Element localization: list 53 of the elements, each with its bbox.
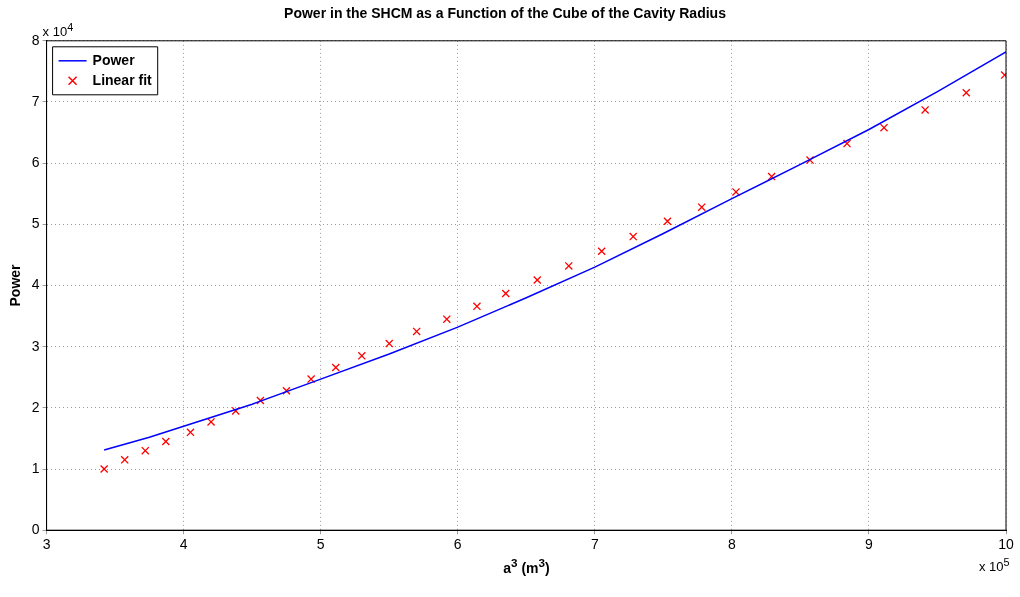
x-tick-label: 4 [179, 536, 188, 553]
point [842, 139, 852, 148]
x-tick-label: 6 [453, 536, 462, 553]
y-tick-label: 0 [31, 521, 40, 538]
point [920, 105, 930, 115]
point [306, 374, 316, 384]
point [385, 339, 394, 348]
chart-title: Power in the SHCM as a Function of the Cube of the Cavity Radius [284, 5, 727, 22]
point [186, 428, 195, 437]
legend-label: Power [92, 51, 136, 68]
y-axis-title: Power [7, 263, 24, 307]
point [256, 396, 265, 405]
point [962, 88, 971, 97]
point [597, 247, 606, 256]
y-tick-label: 1 [31, 459, 40, 476]
x-tick-label: 10 [998, 536, 1014, 553]
point [697, 203, 706, 212]
y-tick-label: 8 [31, 31, 40, 48]
text: x 10$^{4}$ [42, 20, 74, 40]
y-tick-label: 4 [31, 276, 40, 293]
point [206, 417, 216, 427]
point [231, 406, 240, 416]
y-tick-label: 2 [31, 398, 40, 415]
point [564, 261, 573, 271]
point [731, 187, 741, 197]
x-tick-label: 8 [727, 536, 736, 553]
y-tick-label: 6 [31, 154, 40, 171]
point [663, 217, 672, 226]
x-tick-label: 7 [590, 536, 599, 553]
y-tick-label: 3 [31, 337, 40, 354]
point [472, 302, 482, 311]
point [99, 464, 109, 474]
point [331, 363, 340, 372]
point [412, 327, 421, 336]
point [533, 275, 542, 285]
x-axis-title: a$^{3}$ (m$^{3}$) [503, 556, 550, 576]
point [357, 351, 367, 361]
point [501, 289, 510, 298]
y-tick-label: 7 [31, 92, 40, 109]
point [282, 386, 291, 395]
point [161, 437, 171, 446]
point [879, 123, 889, 132]
x-tick-label: 3 [42, 536, 51, 553]
x-tick-label: 5 [316, 536, 325, 553]
x-tick-label: 9 [865, 536, 874, 553]
legend-label: Linear fit [92, 71, 153, 88]
point [442, 314, 451, 324]
point [120, 455, 129, 465]
point [767, 172, 776, 181]
point [629, 232, 638, 241]
text: x 10$^{5}$ [979, 556, 1010, 575]
point [141, 446, 150, 455]
y-tick-label: 5 [31, 215, 40, 232]
